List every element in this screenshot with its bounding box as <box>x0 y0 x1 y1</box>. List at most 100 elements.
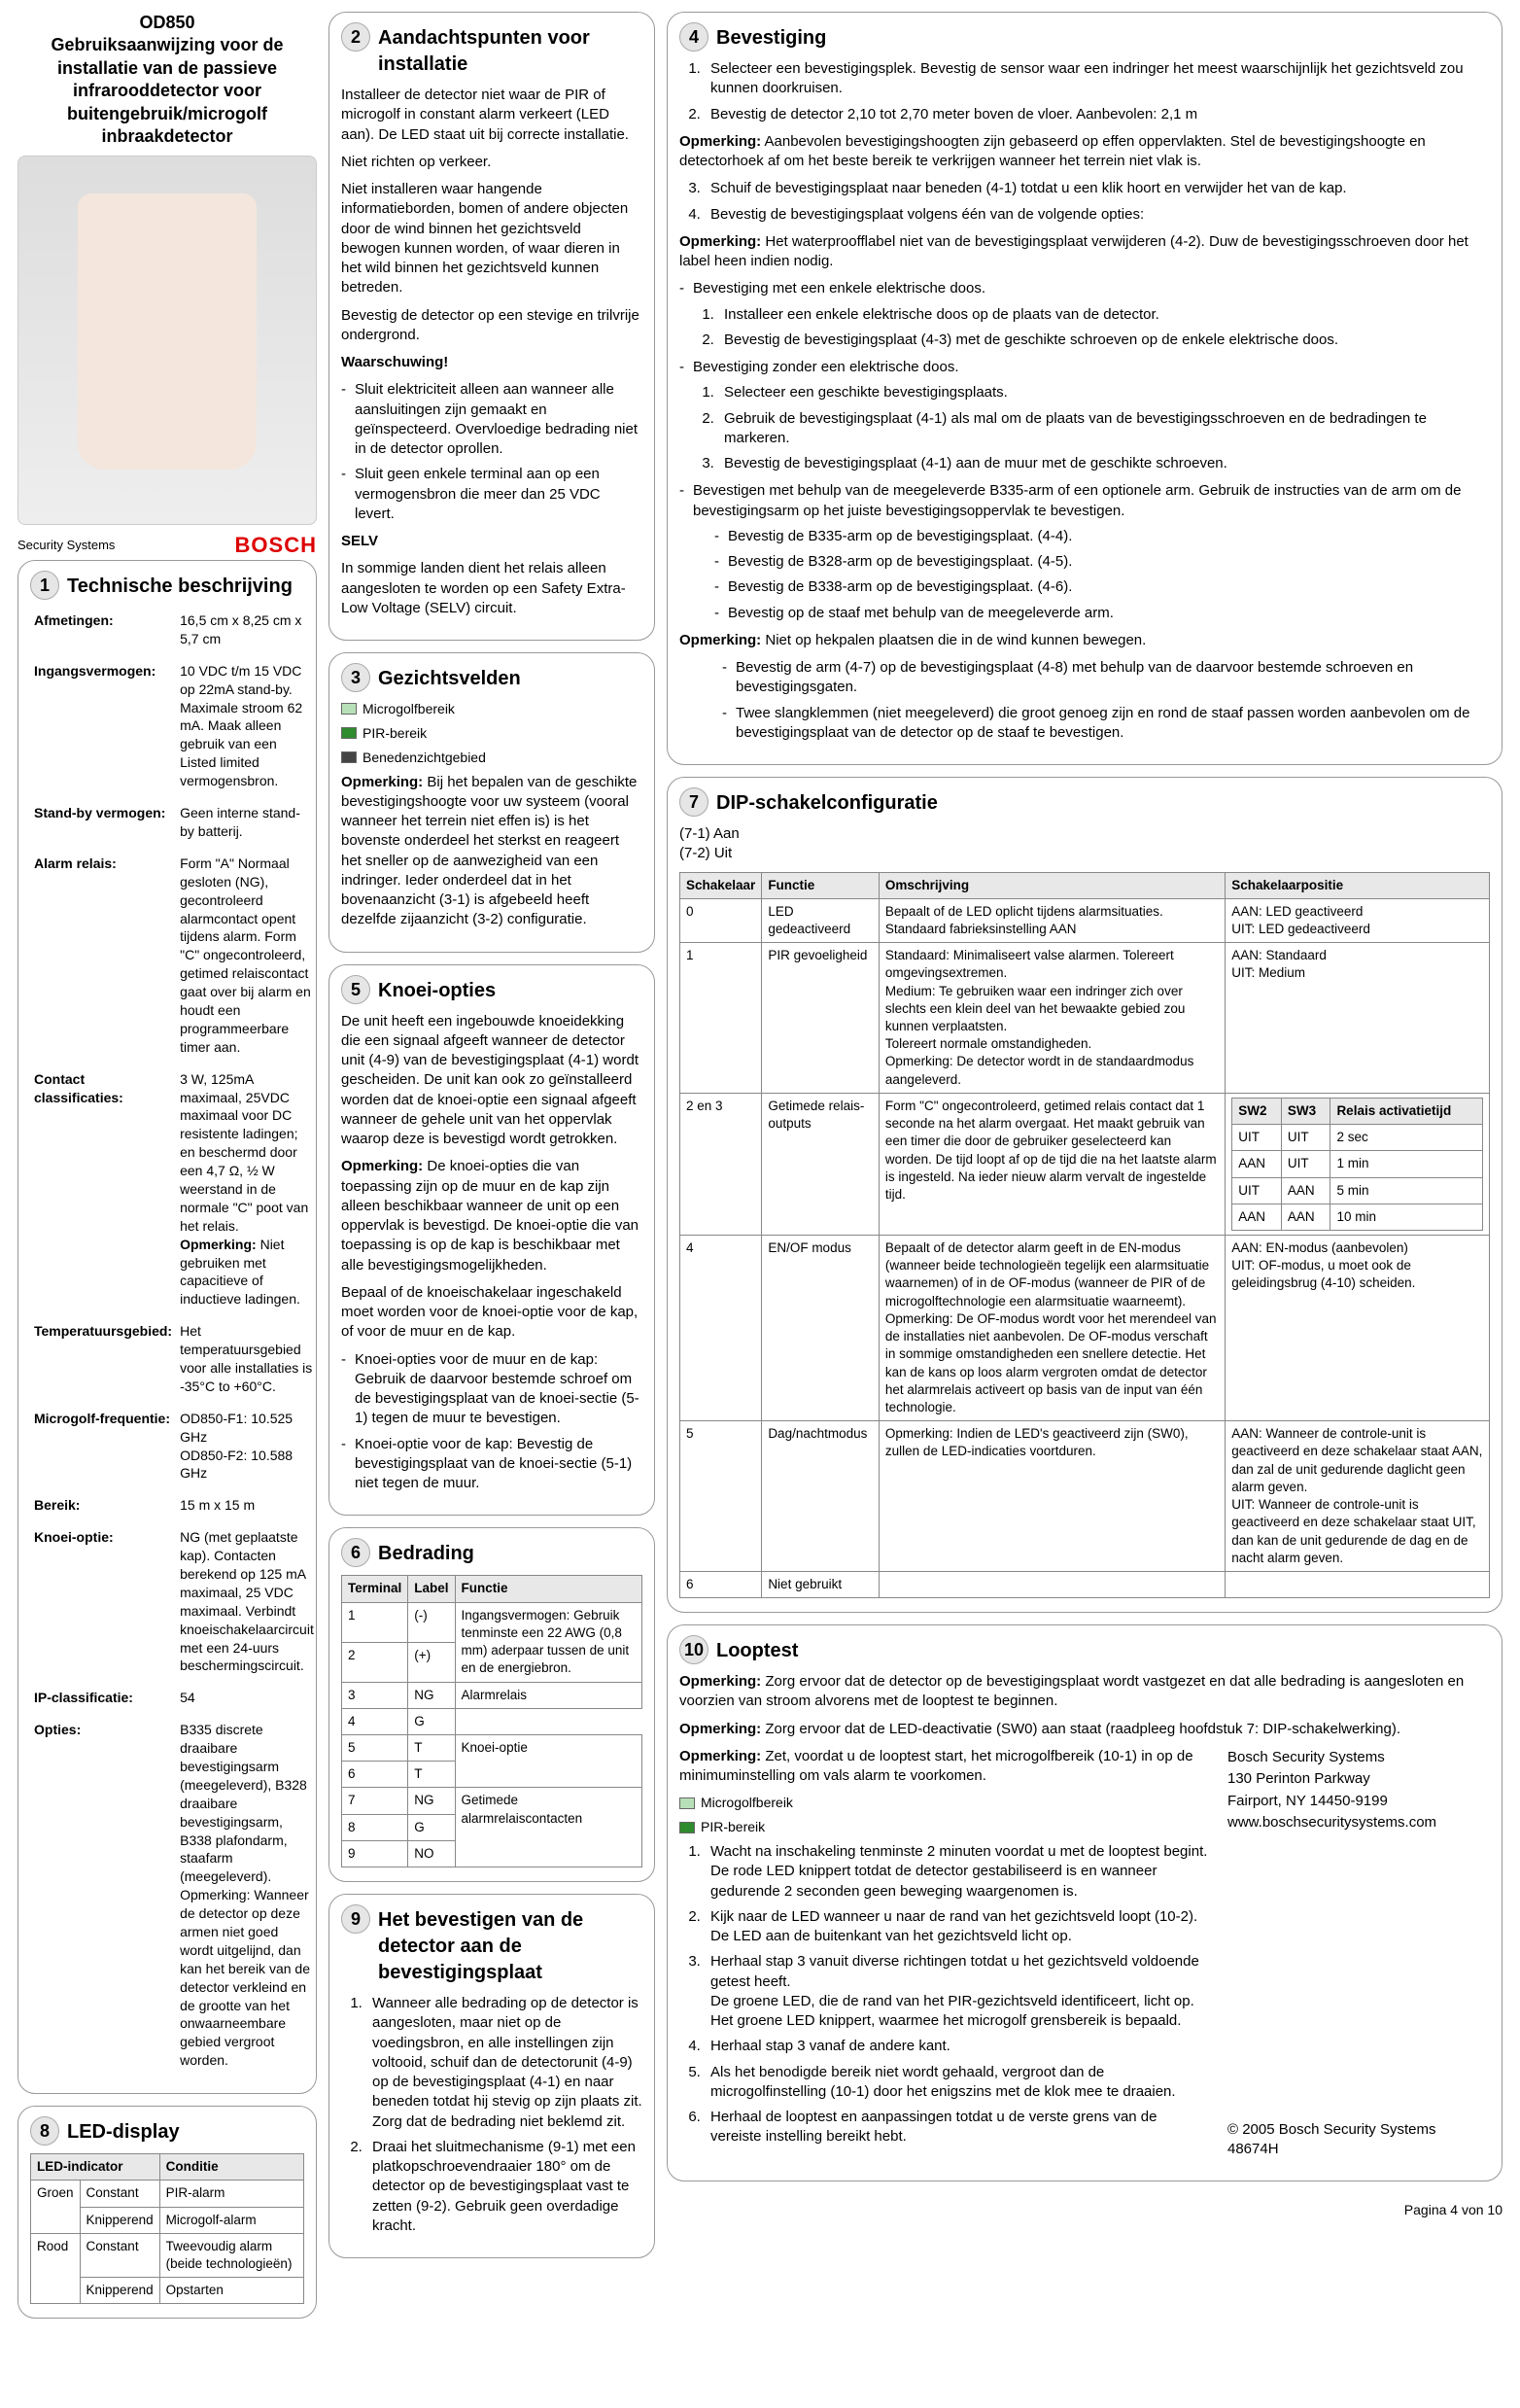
dip-table: SchakelaarFunctieOmschrijvingSchakelaarp… <box>679 872 1490 1599</box>
s4-op1-label: Opmerking: <box>679 133 761 150</box>
list-item: Herhaal de looptest en aanpassingen totd… <box>705 2108 1210 2147</box>
copyright: © 2005 Bosch Security Systems 48674H <box>1227 2120 1490 2160</box>
selv-heading: SELV <box>341 532 642 551</box>
section-7: 7 DIP-schakelconfiguratie (7-1) Aan (7-2… <box>667 777 1503 1613</box>
list-item: Als het benodigde bereik niet wordt geha… <box>705 2063 1210 2103</box>
section-10: 10 Looptest Opmerking: Zorg ervoor dat d… <box>667 1624 1503 2181</box>
page-footer: Pagina 4 von 10 <box>667 2201 1503 2219</box>
section-number: 5 <box>341 975 370 1004</box>
selv-text: In sommige landen dient het relais allee… <box>341 559 642 618</box>
section-4: 4 Bevestiging Selecteer een bevestigings… <box>667 12 1503 765</box>
s10-op1-label: Opmerking: <box>679 1673 761 1690</box>
list-item: Herhaal stap 3 vanaf de andere kant. <box>705 2037 1210 2056</box>
security-systems-label: Security Systems <box>17 537 115 554</box>
s5-p2: Bepaal of de knoeischakelaar ingeschakel… <box>341 1283 642 1343</box>
section-8: 8 LED-display LED-indicatorConditieGroen… <box>17 2106 317 2319</box>
mount-option-c: Bevestigen met behulp van de meegeleverd… <box>679 481 1490 623</box>
column-3: 4 Bevestiging Selecteer een bevestigings… <box>667 12 1503 2330</box>
paragraph: Niet richten op verkeer. <box>341 153 642 172</box>
list-item: Herhaal stap 3 vanuit diverse richtingen… <box>705 1952 1210 2031</box>
led-table: LED-indicatorConditieGroenConstantPIR-al… <box>30 2153 304 2304</box>
s10-op3-label: Opmerking: <box>679 1748 761 1764</box>
legend-label: Microgolfbereik <box>363 700 455 718</box>
s4-op3-text: Niet op hekpalen plaatsen die in de wind… <box>761 632 1146 648</box>
s10-op2-label: Opmerking: <box>679 1721 761 1737</box>
section-title: Aandachtspunten voor installatie <box>378 22 642 78</box>
list-item: Wacht na inschakeling tenminste 2 minute… <box>705 1842 1210 1902</box>
section-title: LED-display <box>67 2116 180 2146</box>
s5-p1: De unit heeft een ingebouwde knoeidekkin… <box>341 1012 642 1150</box>
section-title: Knoei-opties <box>378 975 496 1004</box>
section-title: Technische beschrijving <box>67 571 293 600</box>
section-number: 7 <box>679 787 708 817</box>
list-item: Bevestig de bevestigingsplaat (4-3) met … <box>718 331 1490 350</box>
section-9: 9 Het bevestigen van de detector aan de … <box>328 1894 655 2258</box>
list-item: Bevestig de detector 2,10 tot 2,70 meter… <box>705 105 1490 124</box>
section-number: 3 <box>341 663 370 692</box>
list-item: Sluit geen enkele terminal aan op een ve… <box>341 465 642 524</box>
specs-table: Afmetingen:16,5 cm x 8,25 cm x 5,7 cmIng… <box>30 608 318 2079</box>
paragraph: Niet installeren waar hangende informati… <box>341 180 642 298</box>
paragraph: Installeer de detector niet waar de PIR … <box>341 86 642 145</box>
color-swatch <box>679 1822 695 1833</box>
section-title: Gezichtsvelden <box>378 663 521 692</box>
s3-op-label: Opmerking: <box>341 774 423 790</box>
mount-option-b: Bevestiging zonder een elektrische doos.… <box>679 358 1490 473</box>
list-item: Wanneer alle bedrading op de detector is… <box>366 1994 642 2132</box>
paragraph: Bevestig de detector op een stevige en t… <box>341 306 642 346</box>
column-1: OD850 Gebruiksaanwijzing voor de install… <box>17 12 317 2330</box>
model: OD850 <box>139 13 194 32</box>
legend-label: PIR-bereik <box>701 1818 765 1836</box>
section-title: Bedrading <box>378 1538 474 1567</box>
page-columns: OD850 Gebruiksaanwijzing voor de install… <box>17 12 1503 2330</box>
legend-item: PIR-bereik <box>679 1818 1210 1836</box>
section-number: 4 <box>679 22 708 52</box>
list-item: Gebruik de bevestigingsplaat (4-1) als m… <box>718 409 1490 449</box>
color-swatch <box>679 1797 695 1809</box>
color-swatch <box>341 751 357 763</box>
s7-pre: (7-1) Aan (7-2) Uit <box>679 824 1490 864</box>
product-image <box>17 156 317 525</box>
s4-op1-text: Aanbevolen bevestigingshoogten zijn geba… <box>679 133 1426 169</box>
s10-op1-text: Zorg ervoor dat de detector op de bevest… <box>679 1673 1464 1709</box>
legend-item: Microgolfbereik <box>341 700 642 718</box>
section-title: Het bevestigen van de detector aan de be… <box>378 1904 642 1986</box>
product-header: OD850 Gebruiksaanwijzing voor de install… <box>17 12 317 560</box>
list-item: Bevestig de arm (4-7) op de bevestigings… <box>722 658 1490 698</box>
list-item: Schuif de bevestigingsplaat naar beneden… <box>705 179 1490 198</box>
list-item: Bevestig de B338-arm op de bevestigingsp… <box>714 577 1490 597</box>
legend-item: Microgolfbereik <box>679 1794 1210 1812</box>
s4-op3-label: Opmerking: <box>679 632 761 648</box>
warning-heading: Waarschuwing! <box>341 353 642 372</box>
doc-title: Gebruiksaanwijzing voor de installatie v… <box>51 35 283 146</box>
color-swatch <box>341 727 357 739</box>
list-item: Sluit elektriciteit alleen aan wanneer a… <box>341 380 642 459</box>
list-item: Selecteer een bevestigingsplek. Bevestig… <box>705 59 1490 99</box>
section-number: 6 <box>341 1538 370 1567</box>
list-item: Draai het sluitmechanisme (9-1) met een … <box>366 2138 642 2236</box>
list-item: Selecteer een geschikte bevestigingsplaa… <box>718 383 1490 402</box>
s4-op2-label: Opmerking: <box>679 233 761 250</box>
legend-label: Benedenzichtgebied <box>363 749 486 767</box>
section-title: Bevestiging <box>716 22 826 52</box>
legend-item: PIR-bereik <box>341 724 642 743</box>
bosch-logo: BOSCH <box>235 531 317 560</box>
list-item: Twee slangklemmen (niet meegeleverd) die… <box>722 704 1490 744</box>
section-3: 3 Gezichtsvelden Microgolfbereik PIR-bere… <box>328 652 655 953</box>
section-number: 9 <box>341 1904 370 1934</box>
section-title: Looptest <box>716 1635 798 1664</box>
list-item: Knoei-optie voor de kap: Bevestig de bev… <box>341 1435 642 1494</box>
section-2: 2 Aandachtspunten voor installatie Insta… <box>328 12 655 641</box>
s10-op2-text: Zorg ervoor dat de LED-deactivatie (SW0)… <box>761 1721 1400 1737</box>
section-number: 10 <box>679 1635 708 1664</box>
column-2: 2 Aandachtspunten voor installatie Insta… <box>328 12 655 2330</box>
list-item: Installeer een enkele elektrische doos o… <box>718 305 1490 325</box>
legend-label: Microgolfbereik <box>701 1794 793 1812</box>
legend-label: PIR-bereik <box>363 724 427 743</box>
section-number: 1 <box>30 571 59 600</box>
s3-op-text: Bij het bepalen van de geschikte bevesti… <box>341 774 637 928</box>
section-1: 1 Technische beschrijving Afmetingen:16,… <box>17 560 317 2094</box>
section-title: DIP-schakelconfiguratie <box>716 787 938 817</box>
mount-option-a: Bevestiging met een enkele elektrische d… <box>679 279 1490 350</box>
s5-op-label: Opmerking: <box>341 1158 423 1174</box>
